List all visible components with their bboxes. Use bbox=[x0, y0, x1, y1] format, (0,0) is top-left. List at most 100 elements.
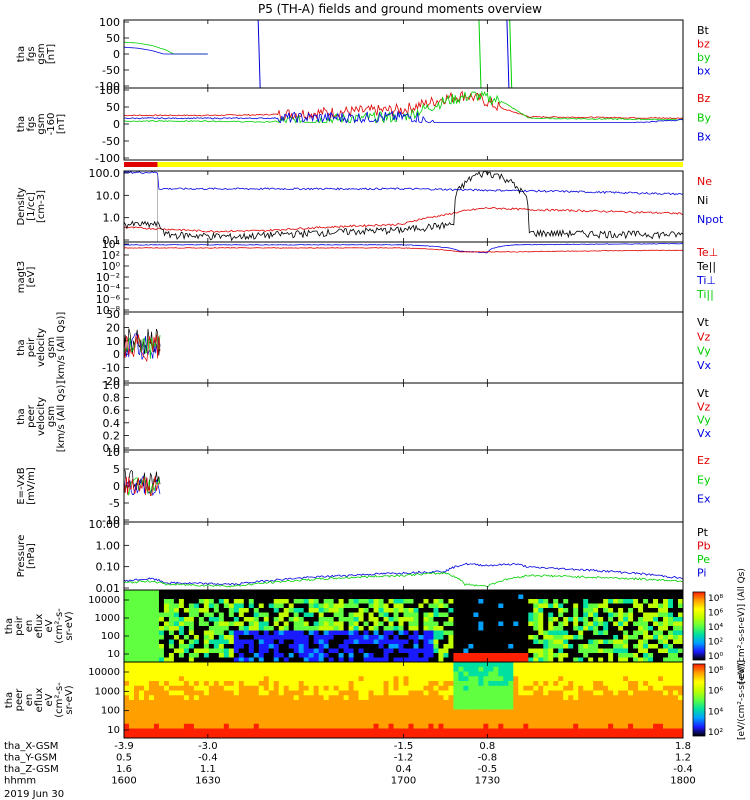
heatmap-cell bbox=[148, 728, 155, 734]
heatmap-cell bbox=[253, 666, 260, 672]
heatmap-cell bbox=[388, 666, 394, 672]
heatmap-cell bbox=[673, 690, 679, 696]
heatmap-cell bbox=[323, 608, 330, 613]
heatmap-cell bbox=[233, 608, 240, 613]
heatmap-cell bbox=[193, 714, 200, 720]
heatmap-cell bbox=[398, 700, 404, 706]
heatmap-cell bbox=[668, 695, 674, 701]
heatmap-cell bbox=[228, 723, 235, 729]
heatmap-cell bbox=[403, 733, 409, 738]
heatmap-cell bbox=[363, 653, 369, 658]
heatmap-cell bbox=[163, 635, 170, 640]
heatmap-cell bbox=[503, 657, 509, 662]
heatmap-cell bbox=[598, 630, 604, 636]
heatmap-cell bbox=[348, 612, 354, 618]
heatmap-cell bbox=[438, 723, 444, 729]
heatmap-cell bbox=[488, 676, 494, 682]
heatmap-cell bbox=[558, 644, 564, 649]
heatmap-cell bbox=[463, 599, 469, 604]
heatmap-cell bbox=[233, 695, 240, 701]
heatmap-cell bbox=[183, 695, 190, 701]
heatmap-cell bbox=[138, 594, 145, 600]
heatmap-cell bbox=[538, 635, 544, 640]
heatmap-cell bbox=[588, 704, 594, 710]
heatmap-cell bbox=[658, 671, 664, 677]
heatmap-cell bbox=[553, 657, 559, 662]
heatmap-cell bbox=[238, 671, 245, 677]
heatmap-cell bbox=[653, 700, 659, 706]
heatmap-cell bbox=[548, 621, 554, 627]
heatmap-cell bbox=[168, 676, 175, 682]
heatmap-cell bbox=[353, 621, 359, 627]
heatmap-cell bbox=[223, 621, 230, 627]
heatmap-cell bbox=[503, 666, 509, 672]
heatmap-cell bbox=[198, 714, 205, 720]
heatmap-cell bbox=[528, 608, 534, 613]
heatmap-cell bbox=[593, 700, 599, 706]
heatmap-cell bbox=[528, 630, 534, 636]
heatmap-cell bbox=[258, 666, 265, 672]
heatmap-cell bbox=[128, 608, 135, 613]
heatmap-cell bbox=[168, 626, 175, 631]
heatmap-cell bbox=[498, 700, 504, 706]
heatmap-cell bbox=[513, 714, 519, 720]
heatmap-cell bbox=[638, 626, 644, 631]
heatmap-cell bbox=[428, 695, 434, 701]
y-tick-label: 10² bbox=[102, 249, 120, 262]
heatmap-cell bbox=[498, 644, 504, 649]
heatmap-cell bbox=[448, 644, 454, 649]
y-axis-label: [nT] bbox=[56, 114, 67, 134]
heatmap-cell bbox=[313, 608, 320, 613]
heatmap-cell bbox=[203, 599, 210, 604]
heatmap-cell bbox=[468, 685, 474, 691]
heatmap-cell bbox=[258, 653, 265, 658]
heatmap-cell bbox=[443, 728, 449, 734]
heatmap-cell bbox=[678, 635, 683, 640]
heatmap-cell bbox=[393, 657, 399, 662]
y-tick-label: 10 bbox=[106, 446, 120, 459]
heatmap-cell bbox=[468, 666, 474, 672]
heatmap-cell bbox=[573, 648, 579, 654]
heatmap-cell bbox=[353, 635, 359, 640]
heatmap-cell bbox=[668, 666, 674, 672]
heatmap-cell bbox=[558, 635, 564, 640]
heatmap-cell bbox=[233, 723, 240, 729]
heatmap-cell bbox=[413, 648, 419, 654]
series-line-noise bbox=[124, 476, 161, 497]
heatmap-cell bbox=[613, 723, 619, 729]
heatmap-cell bbox=[343, 599, 349, 604]
heatmap-cell bbox=[243, 709, 250, 715]
y-axis-label: gsm bbox=[36, 43, 47, 64]
heatmap-cell bbox=[653, 639, 659, 645]
heatmap-cell bbox=[573, 594, 579, 600]
heatmap-cell bbox=[523, 709, 529, 715]
heatmap-cell bbox=[413, 630, 419, 636]
heatmap-cell bbox=[373, 671, 379, 677]
heatmap-cell bbox=[558, 653, 564, 658]
heatmap-cell bbox=[533, 621, 539, 627]
heatmap-cell bbox=[478, 603, 484, 609]
heatmap-cell bbox=[308, 657, 315, 662]
heatmap-cell bbox=[603, 723, 609, 729]
heatmap-cell bbox=[418, 612, 424, 618]
heatmap-cell bbox=[463, 709, 469, 715]
heatmap-cell bbox=[478, 626, 484, 631]
y-tick-label: 5 bbox=[113, 463, 120, 476]
heatmap-cell bbox=[453, 671, 459, 677]
heatmap-cell bbox=[363, 733, 369, 738]
heatmap-cell bbox=[213, 676, 220, 682]
heatmap-cell bbox=[188, 662, 195, 668]
heatmap-cell bbox=[153, 681, 160, 687]
heatmap-cell bbox=[223, 676, 230, 682]
heatmap-cell bbox=[478, 700, 484, 706]
heatmap-cell bbox=[138, 599, 145, 604]
heatmap-cell bbox=[318, 648, 325, 654]
heatmap-cell bbox=[608, 621, 614, 627]
heatmap-cell bbox=[408, 599, 414, 604]
heatmap-cell bbox=[203, 714, 210, 720]
heatmap-cell bbox=[558, 676, 564, 682]
heatmap-cell bbox=[243, 617, 250, 622]
heatmap-cell bbox=[328, 603, 335, 609]
heatmap-cell bbox=[473, 599, 479, 604]
heatmap-cell bbox=[513, 728, 519, 734]
